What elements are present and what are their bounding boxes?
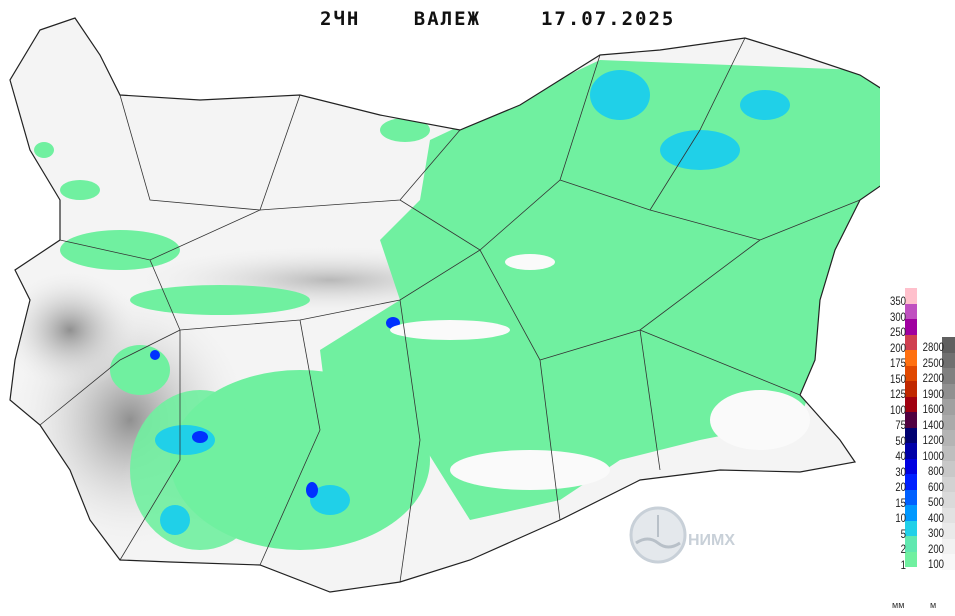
colorbar-swatch [905, 350, 917, 366]
colorbar-swatch [942, 352, 955, 368]
colorbar-swatch [905, 458, 917, 474]
dry-patches [390, 254, 810, 490]
colorbar-swatch [905, 334, 917, 350]
colorbar-swatch [942, 476, 955, 492]
legend-label: 75 [895, 418, 906, 432]
legend-label: 1600 [922, 402, 944, 416]
colorbar-swatch [905, 536, 917, 552]
colorbar-swatch [905, 381, 917, 397]
colorbar-swatch [905, 505, 917, 521]
map-date: 17.07.2025 [540, 8, 676, 30]
map-title: 2ЧН ВАЛЕЖ 17.07.2025 [320, 8, 735, 30]
legend-label: 2500 [922, 355, 944, 370]
legend-label: 100 [927, 557, 944, 571]
colorbar-swatch [942, 337, 955, 353]
legend-label: 500 [927, 495, 944, 509]
legend-label: 100 [889, 402, 906, 417]
bulgaria-map [9, 17, 880, 593]
legend-label: 300 [889, 309, 906, 324]
legend-label: 40 [895, 449, 906, 463]
colorbar-swatch [905, 412, 917, 428]
legend-label: 300 [927, 526, 944, 540]
legend-label: 400 [927, 510, 944, 525]
legend-label: 200 [889, 340, 906, 355]
legend-label: 600 [927, 479, 944, 494]
colorbar-swatch [942, 399, 955, 415]
colorbar-swatch [905, 288, 917, 304]
colorbar-swatch [905, 551, 917, 567]
legend-label: 175 [889, 356, 906, 370]
legend-label: 1400 [922, 417, 944, 432]
colorbar-swatch [905, 520, 917, 536]
legend-label: 350 [889, 294, 906, 308]
legend-label: 2800 [922, 340, 944, 354]
legend-label: 1000 [922, 448, 944, 463]
elevation-unit: м [930, 600, 937, 610]
nimh-logo [628, 505, 688, 569]
colorbar-swatch [905, 427, 917, 443]
legend-label: 150 [889, 371, 906, 386]
legend-label: 15 [895, 495, 906, 510]
legend-label: 2200 [922, 371, 944, 385]
legend-label: 20 [895, 480, 906, 494]
elevation-labels: 2800 2500 2200 1900 1600 1400 1200 1000 800 600 50… [920, 340, 944, 573]
province-borders [39, 37, 861, 583]
colorbar-swatch [905, 365, 917, 381]
colorbar-swatch [905, 474, 917, 490]
elevation-colorbar [942, 337, 955, 570]
precip-colorbar [905, 288, 917, 567]
legend-label: 1200 [922, 433, 944, 447]
legend-label: 125 [889, 387, 906, 401]
colorbar-swatch [942, 430, 955, 446]
legend-label: 250 [889, 325, 906, 339]
legend-label: 1 [900, 557, 906, 572]
precip-labels: 350 300 250 200 175 150 125 100 75 50 40 30 20 15 10 5 2… [888, 294, 906, 573]
colorbar-swatch [905, 489, 917, 505]
legend-label: 2 [900, 542, 906, 556]
colorbar-swatch [942, 368, 955, 384]
legend-label: 800 [927, 464, 944, 478]
colorbar-swatch [942, 383, 955, 399]
colorbar-swatch [905, 443, 917, 459]
legend-label: 30 [895, 464, 906, 479]
logo-text: НИМХ [688, 532, 736, 549]
colorbar-swatch [942, 492, 955, 508]
colorbar-swatch [942, 461, 955, 477]
colorbar-swatch [942, 523, 955, 539]
legend-label: 5 [900, 526, 906, 541]
colorbar-swatch [905, 396, 917, 412]
precip-unit: мм [892, 600, 905, 610]
map-fill [10, 18, 880, 592]
rain-areas-moderate [155, 70, 790, 535]
colorbar-swatch [905, 303, 917, 319]
legend-label: 200 [927, 541, 944, 556]
colorbar-swatch [942, 445, 955, 461]
colorbar-swatch [905, 319, 917, 335]
colorbar-swatch [942, 554, 955, 570]
legend-label: 50 [895, 433, 906, 448]
product-title: 2ЧН ВАЛЕЖ [320, 8, 481, 30]
legend-label: 10 [895, 511, 906, 525]
colorbar-swatch [942, 414, 955, 430]
legend-label: 1900 [922, 386, 944, 401]
colorbar-swatch [942, 507, 955, 523]
colorbar-swatch [942, 538, 955, 554]
